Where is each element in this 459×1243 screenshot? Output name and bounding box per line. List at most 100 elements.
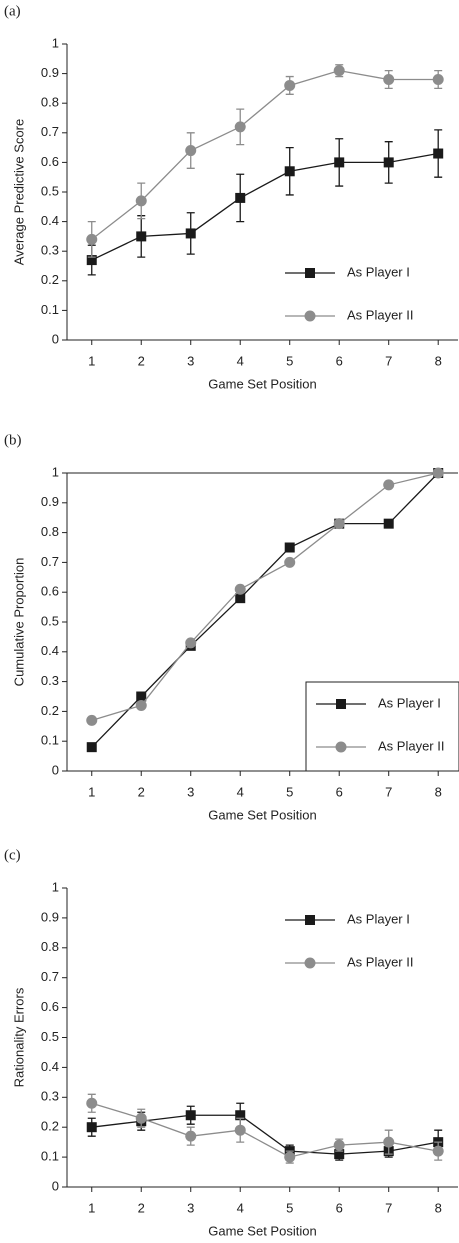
y-tick-label: 1 [52,464,59,479]
marker [185,637,197,649]
y-axis-title: Average Predictive Score [11,119,26,265]
marker [432,1145,444,1157]
marker [333,1139,345,1151]
marker [235,593,246,604]
legend-label: As Player II [378,738,444,753]
y-tick-label: 1 [52,879,59,894]
y-axis-title: Cumulative Proportion [11,558,26,687]
y-tick-label: 0.3 [41,673,59,688]
marker [432,74,444,86]
x-tick-label: 7 [385,1200,392,1215]
y-tick-label: 0.5 [41,183,59,198]
marker [335,741,347,753]
marker [185,1110,196,1121]
y-tick-label: 0.9 [41,909,59,924]
marker [305,268,315,278]
x-tick-label: 2 [138,784,145,799]
y-tick-label: 0.5 [41,613,59,628]
y-tick-label: 0.8 [41,939,59,954]
marker [284,542,295,553]
legend-label: As Player I [347,264,410,279]
panel-label: (b) [4,432,22,448]
x-tick-label: 1 [88,353,95,368]
y-tick-label: 0.9 [41,494,59,509]
x-tick-label: 5 [286,353,293,368]
marker [86,233,98,245]
y-axis-title: Rationality Errors [11,987,26,1087]
x-tick-label: 6 [336,1200,343,1215]
y-tick-label: 0 [52,1178,59,1193]
x-tick-label: 7 [385,353,392,368]
marker [383,157,394,168]
marker [185,145,197,157]
legend-label: As Player II [347,307,413,322]
y-tick-label: 0.7 [41,554,59,569]
marker [336,699,346,709]
x-tick-label: 3 [187,353,194,368]
x-tick-label: 6 [336,353,343,368]
y-tick-label: 0.6 [41,154,59,169]
series-line [91,1114,439,1155]
y-tick-label: 0.2 [41,703,59,718]
x-tick-label: 1 [88,784,95,799]
x-tick-label: 2 [138,1200,145,1215]
x-tick-label: 4 [237,353,244,368]
marker [185,1130,197,1142]
marker [383,1136,395,1148]
marker [284,1151,296,1163]
marker [234,121,246,133]
y-tick-label: 0.1 [41,1149,59,1164]
x-tick-label: 7 [385,784,392,799]
marker [235,192,246,203]
marker [86,1122,97,1133]
y-tick-label: 0.3 [41,243,59,258]
y-tick-label: 0.1 [41,302,59,317]
x-tick-label: 5 [286,1200,293,1215]
marker [86,742,97,753]
x-axis-title: Game Set Position [208,376,316,391]
marker [234,1124,246,1136]
y-tick-label: 0.9 [41,65,59,80]
y-tick-label: 0.1 [41,733,59,748]
y-tick-label: 0.5 [41,1029,59,1044]
y-tick-label: 0.8 [41,524,59,539]
legend-label: As Player I [347,911,410,926]
marker [304,310,316,322]
x-tick-label: 8 [435,353,442,368]
y-tick-label: 0.2 [41,1119,59,1134]
marker [334,1149,345,1160]
x-tick-label: 6 [336,784,343,799]
marker [334,157,345,168]
marker [235,1110,246,1121]
marker [284,79,296,91]
marker [304,957,316,969]
marker [86,1097,98,1109]
x-axis-title: Game Set Position [208,1223,316,1238]
marker [383,74,395,86]
marker [234,583,246,595]
panel-label: (a) [4,3,21,19]
marker [86,255,97,266]
marker [383,518,394,529]
x-tick-label: 5 [286,784,293,799]
marker [305,915,315,925]
marker [433,148,444,159]
marker [383,479,395,491]
y-tick-label: 0 [52,762,59,777]
x-tick-label: 8 [435,784,442,799]
series-line [91,1102,439,1158]
legend-label: As Player II [347,954,413,969]
y-tick-label: 0.7 [41,969,59,984]
x-tick-label: 8 [435,1200,442,1215]
x-tick-label: 2 [138,353,145,368]
y-tick-label: 0.4 [41,213,59,228]
y-tick-label: 0.3 [41,1089,59,1104]
legend-label: As Player I [378,695,441,710]
marker [136,231,147,242]
marker [135,699,147,711]
y-tick-label: 0.6 [41,999,59,1014]
series-line [91,152,439,261]
series-line [91,472,439,748]
marker [135,195,147,207]
